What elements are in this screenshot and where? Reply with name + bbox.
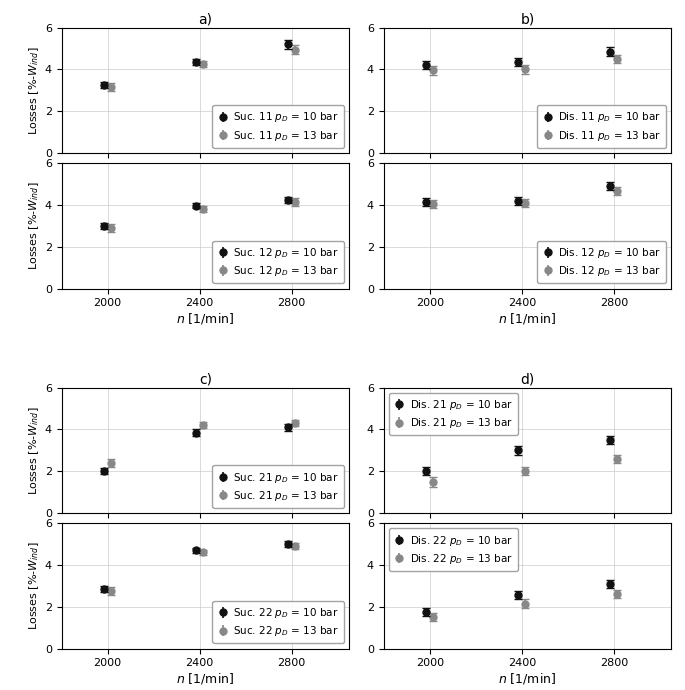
Legend: Dis. 11 $p_D$ = 10 bar, Dis. 11 $p_D$ = 13 bar: Dis. 11 $p_D$ = 10 bar, Dis. 11 $p_D$ = … [537,106,666,148]
Legend: Dis. 21 $p_D$ = 10 bar, Dis. 21 $p_D$ = 13 bar: Dis. 21 $p_D$ = 10 bar, Dis. 21 $p_D$ = … [389,393,518,435]
Y-axis label: Losses [%-$W_{ind}$]: Losses [%-$W_{ind}$] [27,46,40,135]
Legend: Suc. 22 $p_D$ = 10 bar, Suc. 22 $p_D$ = 13 bar: Suc. 22 $p_D$ = 10 bar, Suc. 22 $p_D$ = … [212,601,344,643]
Legend: Dis. 12 $p_D$ = 10 bar, Dis. 12 $p_D$ = 13 bar: Dis. 12 $p_D$ = 10 bar, Dis. 12 $p_D$ = … [537,241,666,284]
Title: d): d) [521,373,534,386]
X-axis label: $n$ [1/min]: $n$ [1/min] [499,671,557,686]
X-axis label: $n$ [1/min]: $n$ [1/min] [499,311,557,326]
X-axis label: $n$ [1/min]: $n$ [1/min] [176,311,234,326]
Title: b): b) [521,12,534,26]
Y-axis label: Losses [%-$W_{ind}$]: Losses [%-$W_{ind}$] [27,181,40,270]
Legend: Suc. 11 $p_D$ = 10 bar, Suc. 11 $p_D$ = 13 bar: Suc. 11 $p_D$ = 10 bar, Suc. 11 $p_D$ = … [212,106,344,148]
Title: a): a) [199,12,212,26]
Legend: Dis. 22 $p_D$ = 10 bar, Dis. 22 $p_D$ = 13 bar: Dis. 22 $p_D$ = 10 bar, Dis. 22 $p_D$ = … [389,529,518,571]
Y-axis label: Losses [%-$W_{ind}$]: Losses [%-$W_{ind}$] [27,542,40,630]
Title: c): c) [199,373,212,386]
X-axis label: $n$ [1/min]: $n$ [1/min] [176,671,234,686]
Y-axis label: Losses [%-$W_{ind}$]: Losses [%-$W_{ind}$] [27,406,40,495]
Legend: Suc. 12 $p_D$ = 10 bar, Suc. 12 $p_D$ = 13 bar: Suc. 12 $p_D$ = 10 bar, Suc. 12 $p_D$ = … [212,241,344,284]
Legend: Suc. 21 $p_D$ = 10 bar, Suc. 21 $p_D$ = 13 bar: Suc. 21 $p_D$ = 10 bar, Suc. 21 $p_D$ = … [212,465,344,508]
